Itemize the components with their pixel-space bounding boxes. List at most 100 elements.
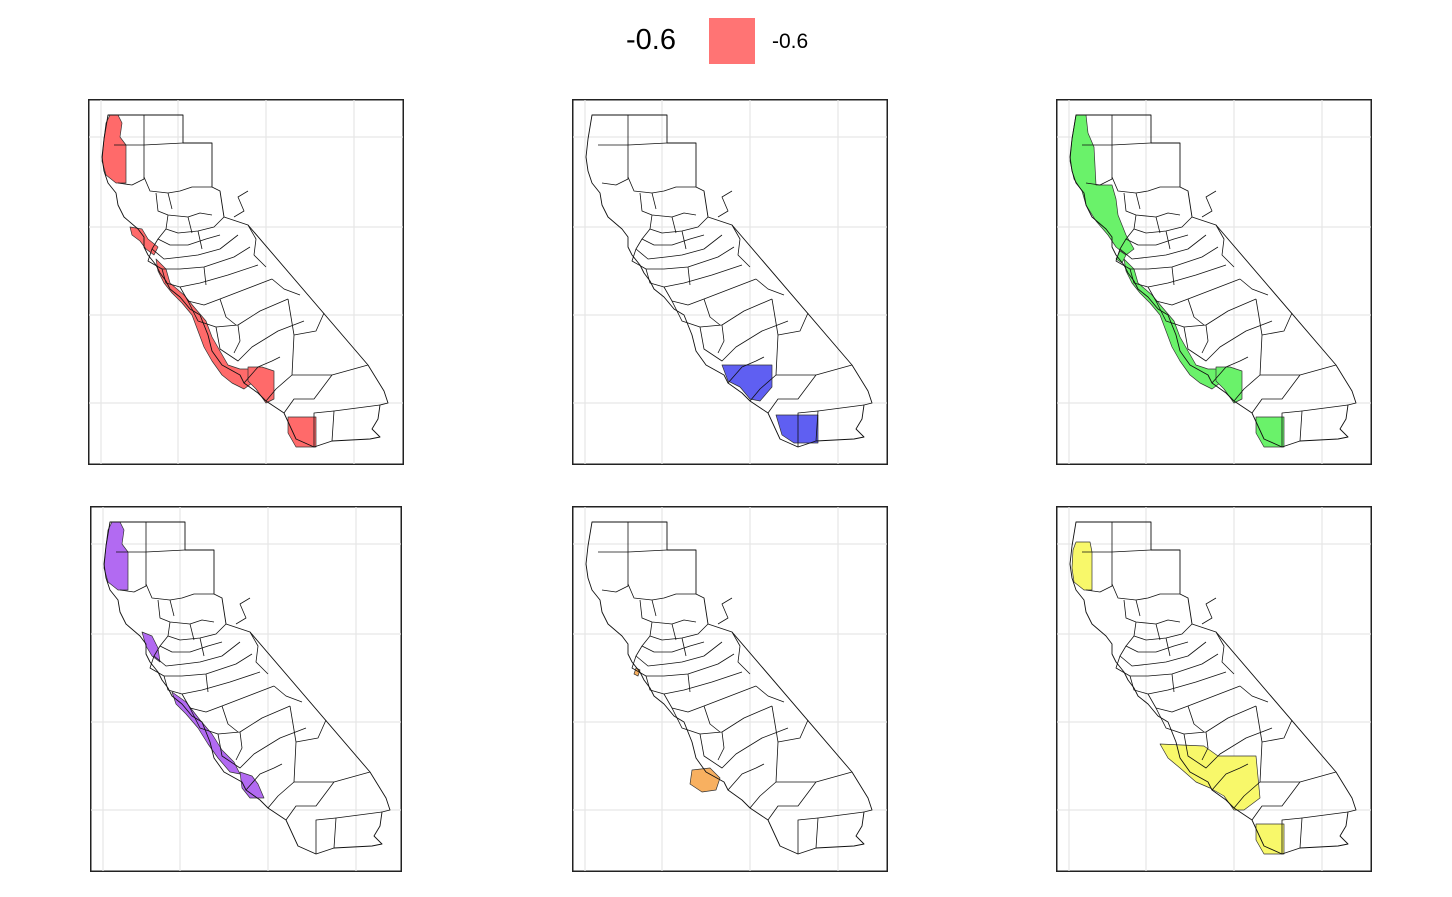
county-boundary bbox=[145, 583, 214, 601]
county-boundary bbox=[1215, 224, 1235, 268]
county-boundary bbox=[221, 705, 239, 733]
county-boundary bbox=[681, 230, 687, 250]
state-outline bbox=[1069, 114, 1357, 448]
county-boundary bbox=[639, 599, 697, 625]
county-boundary bbox=[271, 278, 301, 296]
county-boundary bbox=[1239, 278, 1269, 296]
panel-frame bbox=[1056, 506, 1372, 872]
county-boundary bbox=[1281, 410, 1303, 447]
county-boundary bbox=[243, 356, 281, 384]
county-boundary bbox=[273, 685, 303, 703]
county-boundary bbox=[1251, 374, 1301, 414]
panel-frame bbox=[572, 99, 888, 465]
county-boundary bbox=[635, 641, 723, 667]
county-boundary bbox=[205, 673, 209, 693]
county-boundary bbox=[687, 673, 691, 693]
county-boundary bbox=[1239, 685, 1269, 703]
county-boundary bbox=[203, 266, 207, 286]
highlighted-county-ventura bbox=[689, 767, 721, 793]
county-boundary bbox=[1183, 727, 1273, 769]
county-boundary bbox=[1125, 635, 1189, 653]
highlighted-county-north-coast-small bbox=[1071, 541, 1093, 591]
county-boundary bbox=[663, 685, 757, 713]
county-boundary bbox=[245, 763, 283, 791]
county-boundary bbox=[681, 637, 687, 657]
panel-frame bbox=[88, 99, 404, 465]
county-boundary bbox=[1147, 685, 1241, 713]
state-outline bbox=[585, 114, 873, 448]
county-boundary bbox=[649, 621, 709, 641]
county-boundary bbox=[687, 266, 691, 286]
county-boundary bbox=[147, 246, 251, 270]
county-boundary bbox=[1155, 298, 1257, 328]
county-boundary bbox=[767, 374, 817, 414]
county-boundary bbox=[717, 731, 725, 761]
county-boundary bbox=[767, 781, 817, 821]
county-boundary bbox=[285, 781, 335, 821]
county-boundary bbox=[1155, 216, 1161, 234]
county-boundary bbox=[1165, 230, 1171, 250]
county-boundary bbox=[797, 410, 819, 447]
county-boundary bbox=[247, 224, 267, 268]
state-outline bbox=[585, 521, 873, 855]
county-boundary bbox=[1133, 214, 1193, 234]
map-panel-4 bbox=[90, 506, 402, 872]
county-boundary bbox=[189, 705, 291, 735]
county-boundary bbox=[157, 228, 221, 246]
county-boundary bbox=[153, 641, 241, 667]
state-outline bbox=[101, 114, 389, 448]
highlighted-county-south-coast-tip bbox=[287, 416, 317, 448]
map-panel-5 bbox=[572, 506, 888, 872]
state-outline bbox=[1069, 521, 1357, 855]
county-boundary bbox=[641, 228, 705, 246]
county-boundary bbox=[235, 597, 251, 625]
county-boundary bbox=[671, 623, 677, 641]
county-boundary bbox=[1165, 637, 1171, 657]
county-boundary bbox=[179, 278, 273, 306]
county-boundary bbox=[641, 635, 705, 653]
county-boundary bbox=[1147, 278, 1241, 306]
county-boundary bbox=[1201, 731, 1209, 761]
highlighted-county-la-basin bbox=[721, 364, 773, 402]
county-boundary bbox=[149, 653, 253, 677]
county-boundary bbox=[727, 356, 765, 384]
legend-title: -0.6 bbox=[626, 24, 676, 56]
county-boundary bbox=[233, 324, 241, 354]
county-boundary bbox=[1123, 192, 1181, 218]
map-panel-6 bbox=[1056, 506, 1372, 872]
county-boundary bbox=[645, 264, 743, 288]
graticule bbox=[573, 507, 887, 871]
county-boundary bbox=[217, 727, 307, 769]
county-boundary bbox=[717, 324, 725, 354]
county-boundary bbox=[1211, 763, 1249, 791]
county-boundary bbox=[235, 731, 243, 761]
county-boundary bbox=[1261, 719, 1293, 743]
county-boundary bbox=[219, 298, 237, 326]
county-boundary bbox=[1135, 192, 1141, 210]
county-boundary bbox=[1155, 623, 1161, 641]
highlighted-county-la-coast bbox=[239, 771, 265, 799]
county-boundary bbox=[1082, 144, 1113, 186]
county-boundary bbox=[1155, 705, 1257, 735]
highlighted-county-south-coast-east bbox=[247, 366, 275, 404]
county-boundary bbox=[1111, 583, 1180, 601]
county-boundary bbox=[627, 176, 696, 194]
county-boundary bbox=[313, 410, 335, 447]
county-boundary bbox=[1115, 246, 1219, 270]
county-boundary bbox=[1215, 631, 1235, 675]
highlighted-county-south-coast-tip bbox=[1255, 823, 1285, 855]
county-boundary bbox=[167, 621, 227, 641]
county-boundary bbox=[295, 719, 327, 743]
county-boundary bbox=[639, 192, 697, 218]
county-boundary bbox=[1171, 266, 1175, 286]
county-boundary bbox=[627, 583, 696, 601]
county-boundary bbox=[777, 312, 809, 336]
county-boundary bbox=[1133, 621, 1193, 641]
county-boundary bbox=[755, 685, 785, 703]
county-boundary bbox=[627, 549, 668, 553]
county-boundary bbox=[1187, 298, 1205, 326]
county-boundary bbox=[167, 192, 173, 210]
county-boundary bbox=[1187, 705, 1205, 733]
county-boundary bbox=[155, 192, 213, 218]
county-boundary bbox=[645, 671, 743, 695]
